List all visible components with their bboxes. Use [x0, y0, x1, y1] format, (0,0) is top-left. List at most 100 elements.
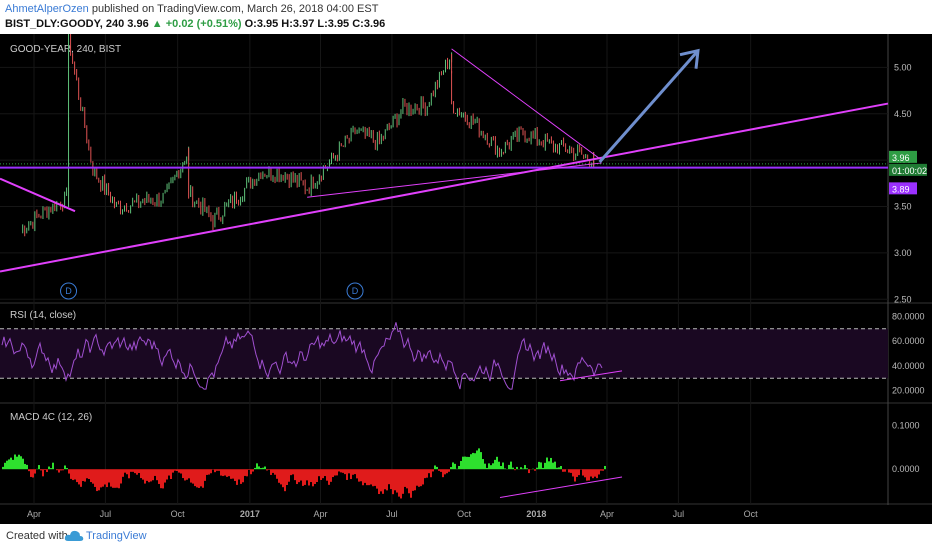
symbol-name: BIST_DLY:GOODY, 240 [5, 18, 125, 30]
macd-bar [358, 469, 360, 482]
rsi-tick-label: 40.0000 [892, 361, 925, 371]
macd-bar [164, 469, 166, 483]
macd-bar [286, 469, 288, 485]
macd-bar [12, 459, 14, 470]
chart-canvas[interactable]: Apr Jul Oct 2017 Apr Jul Oct 2018 Apr Jul Oct 5.00 4… [0, 29, 932, 524]
macd-bar [252, 469, 254, 472]
macd-bar [590, 469, 592, 477]
macd-bar [352, 469, 354, 475]
up-triangle-icon: ▲ [151, 18, 163, 30]
macd-bar [154, 469, 156, 476]
macd-bar [468, 456, 470, 470]
macd-bar [110, 469, 112, 487]
macd-bar [248, 469, 250, 470]
macd-bar [404, 469, 406, 487]
macd-bar [152, 469, 154, 481]
macd-bar [520, 467, 522, 470]
macd-bar [438, 469, 440, 471]
macd-bar [392, 469, 394, 495]
price-change: +0.02 (+0.51%) [165, 18, 242, 30]
macd-bar [156, 469, 158, 481]
macd-bar [60, 469, 62, 471]
macd-bar [492, 463, 494, 470]
macd-bar [266, 469, 268, 471]
macd-bar [458, 465, 460, 470]
macd-bar [444, 469, 446, 475]
macd-bar [244, 469, 246, 476]
macd-bar [370, 469, 372, 485]
macd-bar [148, 469, 150, 483]
tradingview-brand[interactable]: TradingView [86, 530, 147, 542]
macd-bar [442, 469, 444, 478]
macd-bar [88, 469, 90, 480]
macd-bar [568, 469, 570, 473]
macd-bar [172, 469, 174, 473]
macd-bar [278, 469, 280, 483]
macd-bar [482, 459, 484, 470]
macd-bar [488, 463, 490, 470]
macd-bar [426, 469, 428, 478]
macd-bar [376, 469, 378, 489]
header: AhmetAlperOzen published on TradingView.… [0, 0, 932, 34]
wedge-lower-line [307, 162, 602, 198]
macd-bar [586, 469, 588, 481]
macd-bar [466, 456, 468, 470]
macd-bar [264, 466, 266, 470]
macd-bar [600, 469, 602, 471]
author-link[interactable]: AhmetAlperOzen [5, 3, 89, 15]
macd-bar [108, 469, 110, 483]
macd-bar [368, 469, 370, 486]
macd-bar [514, 469, 516, 471]
macd-bar [574, 469, 576, 482]
macd-bar [516, 466, 518, 470]
macd-bar [344, 469, 346, 475]
macd-bar [440, 469, 442, 472]
macd-bar [230, 469, 232, 479]
macd-bar [274, 469, 276, 475]
macd-bar [302, 469, 304, 486]
macd-bar [284, 469, 286, 492]
macd-bar [332, 469, 334, 478]
macd-bar [52, 462, 54, 470]
macd-bar [94, 469, 96, 487]
macd-bar [200, 469, 202, 487]
macd-bar [484, 463, 486, 470]
x-tick-label: Oct [171, 509, 186, 519]
chart-area[interactable]: Apr Jul Oct 2017 Apr Jul Oct 2018 Apr Jul Oct 5.00 4… [0, 29, 932, 524]
macd-bar [498, 461, 500, 470]
macd-bar [448, 469, 450, 472]
macd-bar [216, 469, 218, 471]
tradingview-cloud-icon [64, 529, 84, 548]
macd-bar [174, 469, 176, 471]
macd-bar [552, 462, 554, 470]
macd-bar [64, 465, 66, 470]
x-tick-label: Apr [27, 509, 41, 519]
macd-bar [262, 467, 264, 470]
macd-bar [44, 469, 46, 470]
rsi-band [0, 328, 888, 379]
macd-bar [540, 462, 542, 470]
macd-bar [350, 469, 352, 480]
macd-bar [138, 469, 140, 474]
macd-bar [194, 469, 196, 487]
macd-bar [374, 469, 376, 486]
y-tick-label: 3.50 [894, 202, 912, 212]
macd-title: MACD 4C (12, 26) [10, 412, 92, 423]
macd-bar [454, 463, 456, 470]
macd-bar [128, 469, 130, 479]
dividend-marker [60, 282, 78, 300]
macd-bar [592, 469, 594, 479]
macd-bar [524, 465, 526, 470]
macd-bar [104, 469, 106, 485]
macd-bar [494, 459, 496, 470]
macd-bar [300, 469, 302, 481]
macd-bar [474, 453, 476, 470]
macd-bar [388, 469, 390, 485]
macd-bar [372, 469, 374, 487]
macd-bar [512, 467, 514, 470]
macd-bar [150, 469, 152, 482]
macd-bar [30, 469, 32, 477]
macd-bar [68, 469, 70, 474]
macd-bar [226, 469, 228, 477]
dividend-marker-label: D [65, 286, 72, 296]
